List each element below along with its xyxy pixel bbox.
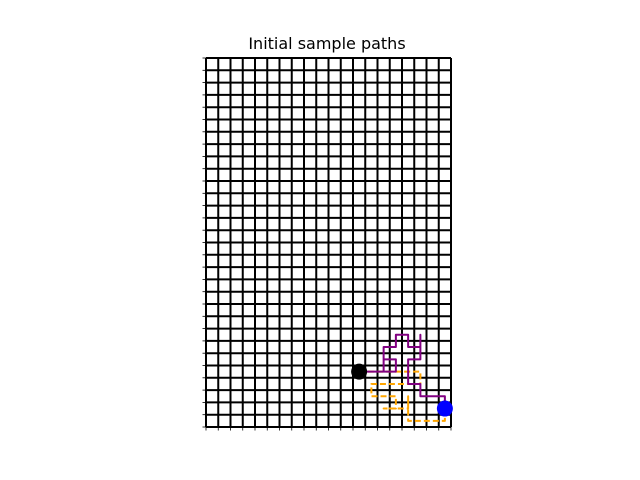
start-marker xyxy=(351,363,368,380)
chart-title: Initial sample paths xyxy=(248,34,405,53)
end-marker xyxy=(436,400,453,417)
grid-lines xyxy=(205,57,452,428)
endpoint-markers xyxy=(351,363,453,417)
sample-path-2 xyxy=(359,333,446,409)
sample-paths xyxy=(359,333,446,422)
